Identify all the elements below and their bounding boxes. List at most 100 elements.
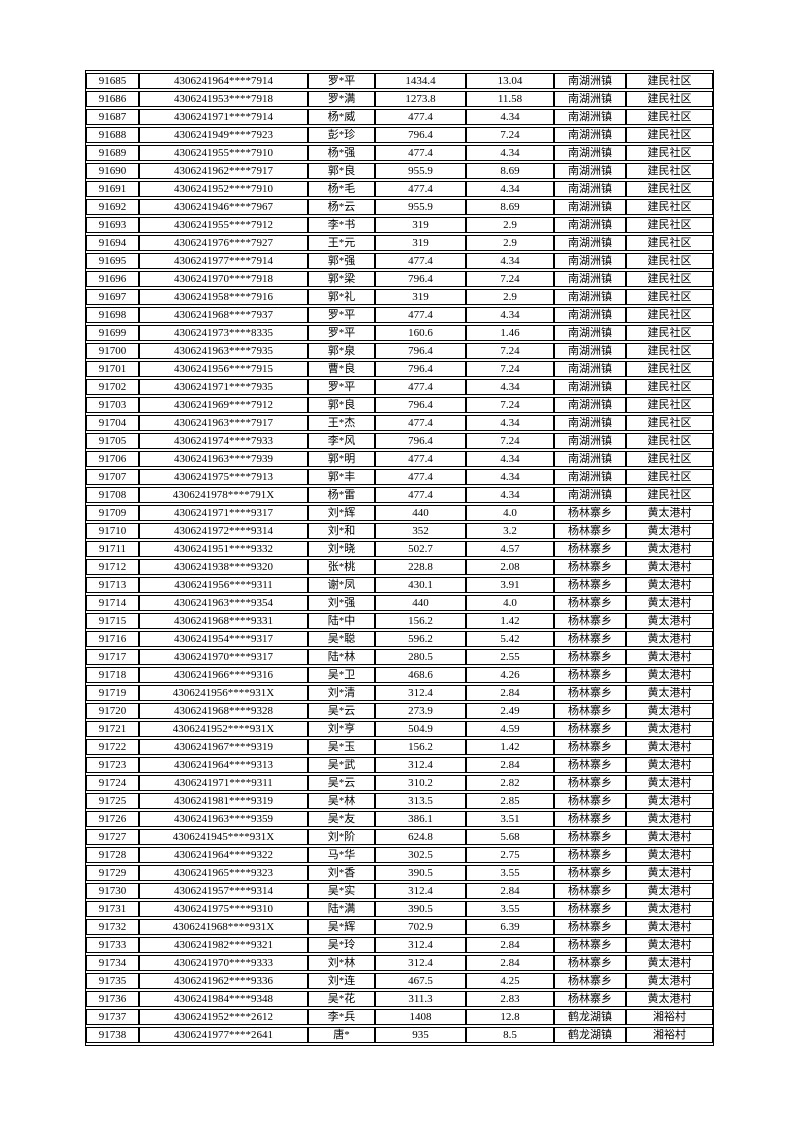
- serial-number-cell: 91687: [86, 109, 139, 125]
- amount2-cell: 4.34: [466, 307, 554, 323]
- amount1-cell: 477.4: [375, 469, 466, 485]
- table-row: 91686 4306241953****7918 罗*满 1273.8 11.58 南湖洲…: [86, 91, 713, 107]
- amount2-cell: 4.34: [466, 181, 554, 197]
- village-cell: 黄太港村: [626, 973, 713, 989]
- amount2-cell: 2.9: [466, 289, 554, 305]
- name-cell: 吴*聪: [308, 631, 375, 647]
- amount1-cell: 477.4: [375, 181, 466, 197]
- village-cell: 建民社区: [626, 73, 713, 89]
- serial-number-cell: 91704: [86, 415, 139, 431]
- name-cell: 唐*: [308, 1027, 375, 1043]
- serial-number-cell: 91724: [86, 775, 139, 791]
- serial-number-cell: 91694: [86, 235, 139, 251]
- table-row: 91735 4306241962****9336 刘*连 467.5 4.25 杨林寨乡黄…: [86, 973, 713, 989]
- town-cell: 杨林寨乡: [554, 973, 626, 989]
- table-row: 91707 4306241975****7913 郭*丰 477.4 4.34 南湖洲镇建…: [86, 469, 713, 485]
- town-cell: 杨林寨乡: [554, 595, 626, 611]
- amount2-cell: 4.34: [466, 469, 554, 485]
- id-number-cell: 4306241955****7912: [139, 217, 308, 233]
- amount2-cell: 2.55: [466, 649, 554, 665]
- id-number-cell: 4306241952****931X: [139, 721, 308, 737]
- id-number-cell: 4306241968****7937: [139, 307, 308, 323]
- village-cell: 建民社区: [626, 235, 713, 251]
- village-cell: 黄太港村: [626, 955, 713, 971]
- id-number-cell: 4306241949****7923: [139, 127, 308, 143]
- name-cell: 吴*云: [308, 775, 375, 791]
- amount1-cell: 702.9: [375, 919, 466, 935]
- village-cell: 黄太港村: [626, 505, 713, 521]
- name-cell: 杨*毛: [308, 181, 375, 197]
- town-cell: 鹤龙湖镇: [554, 1027, 626, 1043]
- id-number-cell: 4306241968****9328: [139, 703, 308, 719]
- amount1-cell: 311.3: [375, 991, 466, 1007]
- town-cell: 南湖洲镇: [554, 73, 626, 89]
- table-row: 91723 4306241964****9313 吴*武 312.4 2.84 杨林寨乡黄…: [86, 757, 713, 773]
- amount2-cell: 4.34: [466, 145, 554, 161]
- name-cell: 刘*强: [308, 595, 375, 611]
- town-cell: 南湖洲镇: [554, 289, 626, 305]
- town-cell: 鹤龙湖镇: [554, 1009, 626, 1025]
- village-cell: 黄太港村: [626, 919, 713, 935]
- amount1-cell: 624.8: [375, 829, 466, 845]
- serial-number-cell: 91727: [86, 829, 139, 845]
- town-cell: 南湖洲镇: [554, 379, 626, 395]
- town-cell: 南湖洲镇: [554, 235, 626, 251]
- village-cell: 建民社区: [626, 415, 713, 431]
- amount2-cell: 2.9: [466, 235, 554, 251]
- name-cell: 郭*良: [308, 163, 375, 179]
- name-cell: 吴*友: [308, 811, 375, 827]
- town-cell: 杨林寨乡: [554, 739, 626, 755]
- amount1-cell: 390.5: [375, 901, 466, 917]
- town-cell: 南湖洲镇: [554, 253, 626, 269]
- serial-number-cell: 91698: [86, 307, 139, 323]
- table-row: 91721 4306241952****931X 刘*亨 504.9 4.59 杨林寨乡黄…: [86, 721, 713, 737]
- name-cell: 杨*云: [308, 199, 375, 215]
- name-cell: 吴*花: [308, 991, 375, 1007]
- village-cell: 黄太港村: [626, 937, 713, 953]
- id-number-cell: 4306241964****9322: [139, 847, 308, 863]
- town-cell: 杨林寨乡: [554, 793, 626, 809]
- amount2-cell: 7.24: [466, 127, 554, 143]
- village-cell: 建民社区: [626, 109, 713, 125]
- town-cell: 南湖洲镇: [554, 325, 626, 341]
- amount1-cell: 477.4: [375, 145, 466, 161]
- table-row: 91685 4306241964****7914 罗*平 1434.4 13.04 南湖洲…: [86, 73, 713, 89]
- table-row: 91729 4306241965****9323 刘*香 390.5 3.55 杨林寨乡黄…: [86, 865, 713, 881]
- amount1-cell: 1273.8: [375, 91, 466, 107]
- amount2-cell: 2.84: [466, 757, 554, 773]
- table-row: 91688 4306241949****7923 彭*珍 796.4 7.24 南湖洲镇建…: [86, 127, 713, 143]
- amount1-cell: 313.5: [375, 793, 466, 809]
- name-cell: 罗*平: [308, 307, 375, 323]
- amount2-cell: 11.58: [466, 91, 554, 107]
- village-cell: 建民社区: [626, 163, 713, 179]
- amount2-cell: 5.42: [466, 631, 554, 647]
- village-cell: 建民社区: [626, 487, 713, 503]
- town-cell: 南湖洲镇: [554, 199, 626, 215]
- village-cell: 建民社区: [626, 469, 713, 485]
- table-row: 91690 4306241962****7917 郭*良 955.9 8.69 南湖洲镇建…: [86, 163, 713, 179]
- amount2-cell: 6.39: [466, 919, 554, 935]
- amount1-cell: 440: [375, 595, 466, 611]
- amount1-cell: 156.2: [375, 613, 466, 629]
- town-cell: 南湖洲镇: [554, 487, 626, 503]
- town-cell: 杨林寨乡: [554, 883, 626, 899]
- village-cell: 黄太港村: [626, 775, 713, 791]
- town-cell: 杨林寨乡: [554, 505, 626, 521]
- town-cell: 南湖洲镇: [554, 217, 626, 233]
- table-row: 91714 4306241963****9354 刘*强 440 4.0 杨林寨乡 黄太港村: [86, 595, 713, 611]
- amount2-cell: 7.24: [466, 271, 554, 287]
- amount2-cell: 3.55: [466, 865, 554, 881]
- id-number-cell: 4306241975****9310: [139, 901, 308, 917]
- amount1-cell: 319: [375, 289, 466, 305]
- name-cell: 吴*云: [308, 703, 375, 719]
- serial-number-cell: 91738: [86, 1027, 139, 1043]
- town-cell: 杨林寨乡: [554, 991, 626, 1007]
- id-number-cell: 4306241962****7917: [139, 163, 308, 179]
- name-cell: 陆*满: [308, 901, 375, 917]
- amount2-cell: 2.84: [466, 955, 554, 971]
- table-row: 91693 4306241955****7912 李*书 319 2.9 南湖洲镇 建民社区: [86, 217, 713, 233]
- amount1-cell: 440: [375, 505, 466, 521]
- table-row: 91732 4306241968****931X 吴*辉 702.9 6.39 杨林寨乡黄…: [86, 919, 713, 935]
- village-cell: 黄太港村: [626, 757, 713, 773]
- town-cell: 南湖洲镇: [554, 469, 626, 485]
